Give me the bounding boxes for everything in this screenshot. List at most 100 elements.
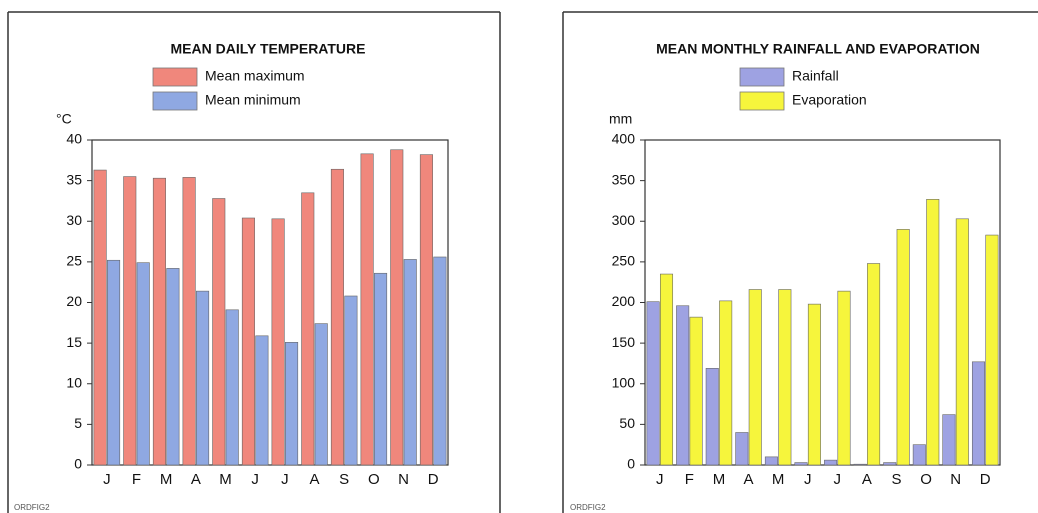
bar (971, 361, 986, 466)
chart-title: MEAN DAILY TEMPERATURE (171, 41, 366, 57)
x-tick-label: J (656, 471, 664, 488)
bar (764, 456, 778, 466)
x-tick-label: F (132, 471, 141, 488)
y-tick-label: 150 (612, 334, 636, 350)
bar (719, 300, 733, 466)
y-tick-label: 15 (66, 334, 82, 350)
bar (942, 414, 956, 466)
y-tick-label: 0 (627, 456, 635, 472)
bar (748, 289, 762, 466)
y-tick-label: 30 (66, 212, 82, 228)
legend-label: Rainfall (792, 68, 839, 84)
bar (374, 272, 388, 466)
bar (182, 177, 196, 466)
bar (433, 256, 447, 466)
bar (419, 154, 433, 466)
x-tick-label: M (160, 471, 173, 488)
bar (778, 289, 792, 466)
legend-label: Mean maximum (205, 68, 305, 84)
legend-swatch (739, 91, 785, 111)
y-tick-label: 25 (66, 253, 82, 269)
bar (344, 295, 358, 466)
y-tick-label: 400 (612, 131, 636, 147)
x-tick-label: J (251, 471, 259, 488)
x-tick-label: F (685, 471, 694, 488)
x-tick-label: J (281, 471, 289, 488)
y-tick-label: 300 (612, 212, 636, 228)
x-tick-label: A (191, 471, 201, 488)
x-tick-label: O (368, 471, 380, 488)
y-tick-label: 20 (66, 293, 82, 309)
bar (676, 305, 690, 466)
bar (390, 149, 404, 466)
x-tick-label: A (744, 471, 754, 488)
y-tick-label: 40 (66, 131, 82, 147)
bar (794, 462, 808, 466)
x-tick-label: D (980, 471, 991, 488)
bar (255, 335, 269, 466)
y-tick-label: 250 (612, 253, 636, 269)
bar (196, 290, 210, 466)
bar (735, 432, 749, 466)
bar (955, 218, 969, 466)
legend-swatch (152, 67, 198, 87)
y-tick-label: 200 (612, 293, 636, 309)
bar (301, 192, 315, 466)
bar (689, 316, 703, 466)
x-tick-label: N (950, 471, 961, 488)
bar (285, 342, 299, 466)
x-tick-label: M (219, 471, 232, 488)
bar (330, 168, 344, 466)
legend-swatch (739, 67, 785, 87)
bar (107, 259, 121, 466)
chart-title: MEAN MONTHLY RAINFALL AND EVAPORATION (656, 41, 980, 57)
x-tick-label: J (804, 471, 812, 488)
y-tick-label: 5 (74, 415, 82, 431)
x-tick-label: D (428, 471, 439, 488)
y-tick-label: 0 (74, 456, 82, 472)
bar (867, 263, 881, 466)
x-tick-label: S (891, 471, 901, 488)
y-tick-label: 350 (612, 171, 636, 187)
bar (360, 153, 374, 466)
panel-frame (7, 11, 1038, 513)
y-axis-label: °C (56, 111, 72, 127)
legend-label: Evaporation (792, 92, 867, 108)
bar (824, 459, 838, 466)
x-tick-label: O (920, 471, 932, 488)
bar (314, 323, 328, 466)
bar (166, 268, 180, 466)
bar (212, 198, 226, 466)
bar (225, 309, 239, 466)
y-tick-label: 100 (612, 374, 636, 390)
footnote: ORDFIG2 (14, 503, 50, 512)
x-tick-label: M (772, 471, 785, 488)
bar (136, 262, 150, 466)
bar (926, 199, 940, 466)
y-tick-label: 10 (66, 374, 82, 390)
x-tick-label: M (713, 471, 726, 488)
bar (985, 234, 999, 466)
bar (93, 169, 107, 466)
x-tick-label: A (862, 471, 872, 488)
x-tick-label: S (339, 471, 349, 488)
bar (271, 218, 285, 466)
bar (883, 462, 897, 466)
y-axis-label: mm (609, 111, 632, 127)
bar (853, 463, 867, 466)
x-tick-label: J (103, 471, 111, 488)
bar (123, 176, 137, 466)
x-tick-label: A (309, 471, 319, 488)
bar (152, 177, 166, 466)
y-tick-label: 50 (619, 415, 635, 431)
legend-label: Mean minimum (205, 92, 301, 108)
legend-swatch (152, 91, 198, 111)
x-tick-label: J (834, 471, 842, 488)
x-tick-label: N (398, 471, 409, 488)
bar (646, 301, 660, 466)
bar (705, 368, 719, 466)
bar (912, 444, 926, 466)
bar (837, 290, 851, 466)
bar (659, 273, 674, 466)
